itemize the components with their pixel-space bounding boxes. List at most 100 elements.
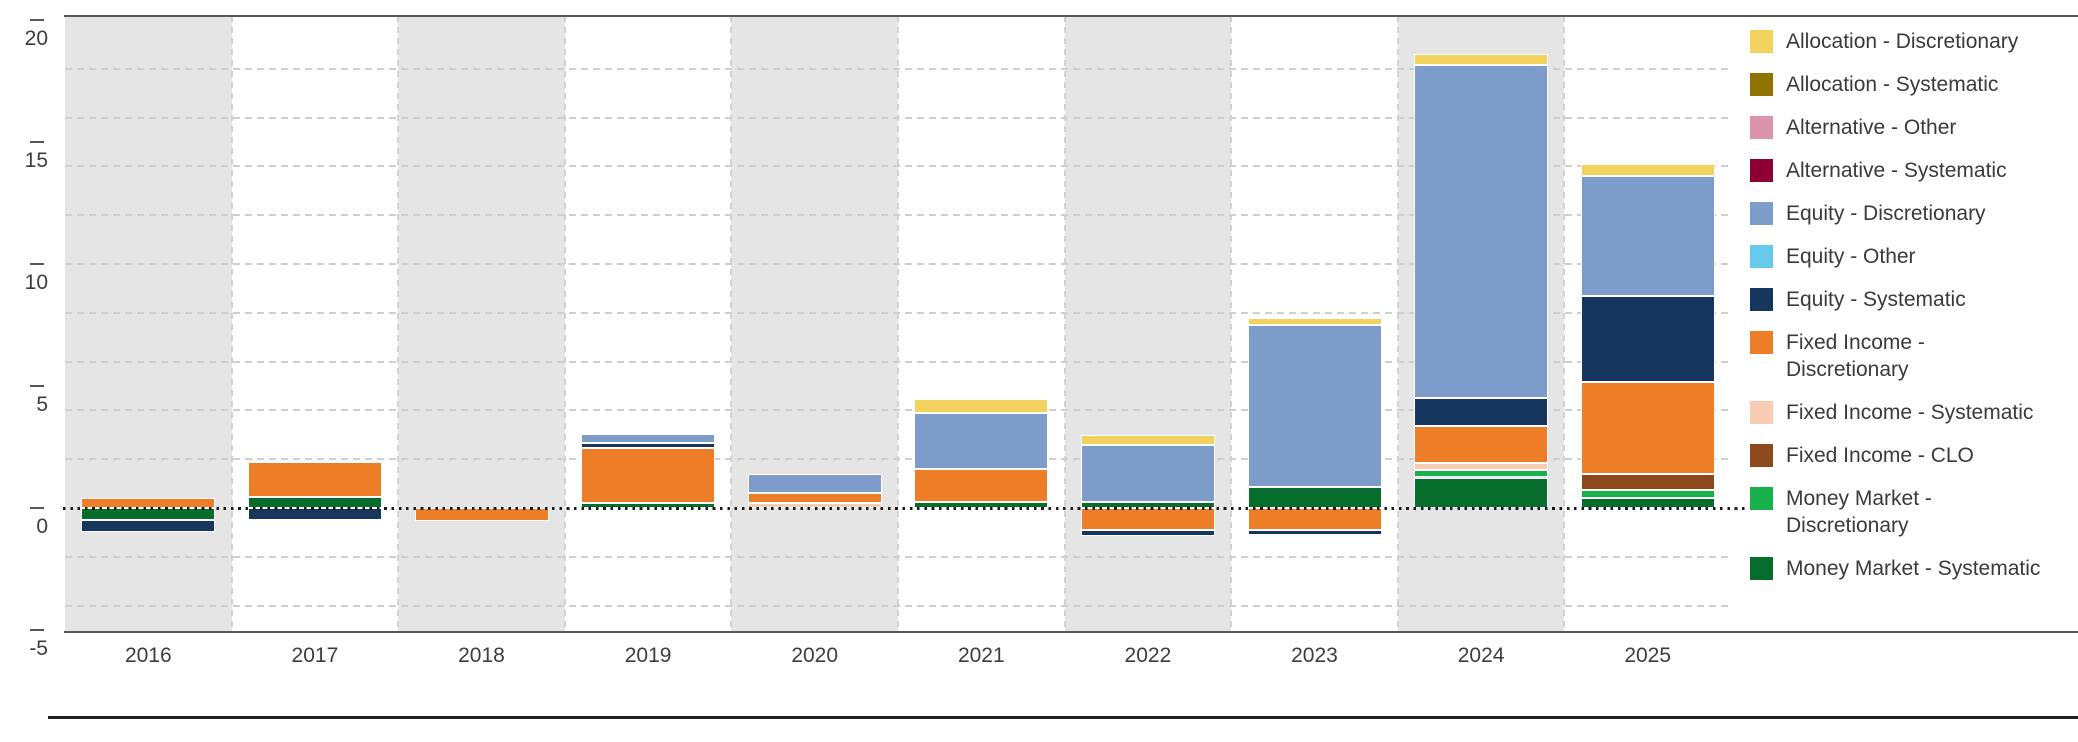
bar-segment-fixed-income-clo xyxy=(1580,473,1715,490)
column-separator xyxy=(1230,16,1233,632)
legend-item: Money Market - Systematic xyxy=(1750,555,2075,582)
bar-segment-allocation-discretionary xyxy=(1080,434,1215,445)
bar-segment-equity-systematic xyxy=(1414,398,1549,427)
legend-label: Money Market - Discretionary xyxy=(1786,487,1932,537)
column-separator xyxy=(1563,16,1566,632)
legend-swatch-icon xyxy=(1750,487,1773,510)
bar-segment-money-market-systematic xyxy=(1414,477,1549,508)
y-axis-tick-label: -5 xyxy=(29,637,48,660)
legend-label: Equity - Discretionary xyxy=(1786,202,1986,225)
bar-segment-equity-systematic xyxy=(1580,295,1715,383)
column-separator xyxy=(397,16,400,632)
bar-segment-allocation-discretionary xyxy=(1247,317,1382,325)
bar-segment-fixed-income-discretionary xyxy=(581,448,716,504)
column-separator xyxy=(897,16,899,632)
plot-top-frame xyxy=(64,15,2078,17)
plot-bottom-frame xyxy=(64,631,2078,633)
shaded-year-column xyxy=(1064,16,1232,632)
bar-segment-equity-discretionary xyxy=(1580,176,1715,296)
y-axis-tick xyxy=(30,263,44,265)
y-axis-tick xyxy=(30,19,44,21)
bar-segment-fixed-income-discretionary xyxy=(1580,382,1715,474)
legend-swatch-icon xyxy=(1750,444,1773,467)
x-axis-year-label: 2020 xyxy=(791,644,839,667)
bar-segment-equity-systematic xyxy=(247,508,382,521)
legend-item: Equity - Other xyxy=(1750,243,2075,270)
x-axis-year-label: 2019 xyxy=(624,644,672,667)
bar-segment-equity-discretionary xyxy=(914,412,1049,469)
x-axis-year-label: 2023 xyxy=(1291,644,1338,667)
bar-segment-fixed-income-discretionary xyxy=(1414,426,1549,463)
legend-label: Alternative - Systematic xyxy=(1786,159,2007,182)
legend-swatch-icon xyxy=(1750,30,1773,53)
y-axis-tick-label: 0 xyxy=(36,515,48,538)
bar-segment-fixed-income-systematic xyxy=(1414,462,1549,471)
bar-segment-fixed-income-discretionary xyxy=(1080,508,1215,530)
column-separator xyxy=(730,16,733,632)
legend-swatch-icon xyxy=(1750,401,1773,424)
bar-segment-equity-systematic xyxy=(1080,529,1215,537)
x-axis-year-label: 2022 xyxy=(1124,644,1172,667)
bar-segment-equity-systematic xyxy=(81,520,216,533)
legend-item: Equity - Systematic xyxy=(1750,286,2075,313)
bar-segment-fixed-income-discretionary xyxy=(914,468,1049,502)
legend-swatch-icon xyxy=(1750,557,1773,580)
zero-reference-line xyxy=(63,506,1748,510)
bar-segment-fixed-income-discretionary xyxy=(247,461,382,497)
bar-segment-equity-discretionary xyxy=(581,433,716,444)
bar-segment-equity-systematic xyxy=(581,443,716,449)
legend-swatch-icon xyxy=(1750,73,1773,96)
column-separator xyxy=(563,16,566,632)
legend-label: Fixed Income - Systematic xyxy=(1786,401,2034,424)
column-separator xyxy=(1396,16,1399,632)
bar-segment-money-market-systematic xyxy=(1247,487,1382,508)
x-axis-year-label: 2016 xyxy=(124,644,172,667)
bar-segment-equity-discretionary xyxy=(1414,65,1549,399)
legend-item: Fixed Income - CLO xyxy=(1750,442,2075,469)
legend-item: Fixed Income - Systematic xyxy=(1750,399,2075,426)
y-axis-tick xyxy=(30,141,44,143)
legend-swatch-icon xyxy=(1750,116,1773,139)
bar-segment-fixed-income-discretionary xyxy=(1247,508,1382,530)
bar-segment-equity-systematic xyxy=(1247,529,1382,535)
bar-segment-allocation-discretionary xyxy=(914,399,1049,413)
legend-swatch-icon xyxy=(1750,202,1773,225)
legend-label: Allocation - Discretionary xyxy=(1786,30,2019,53)
legend-label: Fixed Income - Discretionary xyxy=(1786,331,1925,381)
figure-bottom-rule xyxy=(48,716,2078,719)
legend-label: Equity - Other xyxy=(1786,245,1916,268)
legend-swatch-icon xyxy=(1750,331,1773,354)
legend-item: Fixed Income - Discretionary xyxy=(1750,329,2075,383)
legend-label: Alternative - Other xyxy=(1786,116,1957,139)
bar-segment-fixed-income-discretionary xyxy=(747,493,882,504)
bar-segment-money-market-discretionary xyxy=(1580,489,1715,499)
bar-segment-money-market-systematic xyxy=(81,508,216,521)
legend-item: Alternative - Other xyxy=(1750,114,2075,141)
bar-segment-allocation-discretionary xyxy=(1580,163,1715,177)
legend-swatch-icon xyxy=(1750,159,1773,182)
x-axis-year-label: 2017 xyxy=(291,644,339,667)
legend-item: Alternative - Systematic xyxy=(1750,157,2075,184)
legend-item: Allocation - Systematic xyxy=(1750,71,2075,98)
bar-segment-equity-discretionary xyxy=(1080,444,1215,502)
shaded-year-column xyxy=(731,16,898,632)
y-axis-tick-label: 5 xyxy=(36,393,48,416)
legend-label: Fixed Income - CLO xyxy=(1786,444,1974,467)
legend-swatch-icon xyxy=(1750,245,1773,268)
legend-label: Allocation - Systematic xyxy=(1786,73,1999,96)
legend-item: Money Market - Discretionary xyxy=(1750,485,2075,539)
column-separator xyxy=(230,16,233,632)
shaded-year-column xyxy=(398,16,565,632)
legend-label: Money Market - Systematic xyxy=(1786,557,2041,580)
legend-item: Equity - Discretionary xyxy=(1750,200,2075,227)
bar-segment-equity-discretionary xyxy=(1247,325,1382,488)
bar-segment-fixed-income-discretionary xyxy=(414,508,549,522)
legend-swatch-icon xyxy=(1750,288,1773,311)
x-axis-year-label: 2024 xyxy=(1457,644,1505,667)
y-axis-tick xyxy=(30,385,44,387)
y-axis-tick-label: 15 xyxy=(24,149,48,172)
y-axis-tick xyxy=(30,629,44,631)
legend-label: Equity - Systematic xyxy=(1786,288,1966,311)
x-axis-year-label: 2025 xyxy=(1624,644,1672,667)
y-axis-tick xyxy=(30,507,44,509)
